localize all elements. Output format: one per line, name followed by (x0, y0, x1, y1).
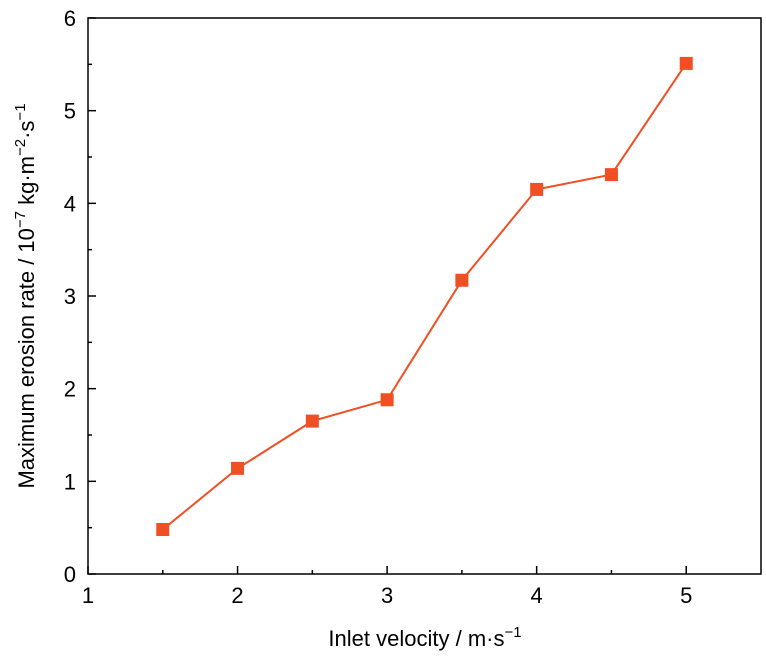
data-point (530, 182, 544, 196)
data-point (156, 523, 170, 537)
y-axis-label: Maximum erosion rate / 10−7 kg·m−2·s−1 (12, 103, 39, 488)
y-tick-label: 4 (64, 191, 76, 216)
data-point (231, 461, 245, 475)
data-point (305, 414, 319, 428)
x-axis-ticks: 1 2 3 4 5 (82, 566, 692, 608)
data-point (455, 273, 469, 287)
series-line (162, 62, 688, 531)
y-axis-ticks: 0 1 2 3 4 5 6 (64, 6, 96, 587)
y-tick-label: 5 (64, 99, 76, 124)
x-tick-label: 5 (680, 583, 692, 608)
y-tick-label: 0 (64, 562, 76, 587)
x-tick-label: 2 (231, 583, 243, 608)
y-tick-label: 3 (64, 284, 76, 309)
data-point (604, 168, 618, 182)
y-tick-label: 6 (64, 6, 76, 31)
y-tick-label: 1 (64, 469, 76, 494)
x-tick-label: 1 (82, 583, 94, 608)
data-point (679, 56, 693, 70)
x-tick-label: 3 (381, 583, 393, 608)
x-tick-label: 4 (531, 583, 543, 608)
series-layer (156, 56, 693, 537)
data-point (380, 393, 394, 407)
y-tick-label: 2 (64, 377, 76, 402)
x-axis-label: Inlet velocity / m·s−1 (328, 624, 521, 651)
